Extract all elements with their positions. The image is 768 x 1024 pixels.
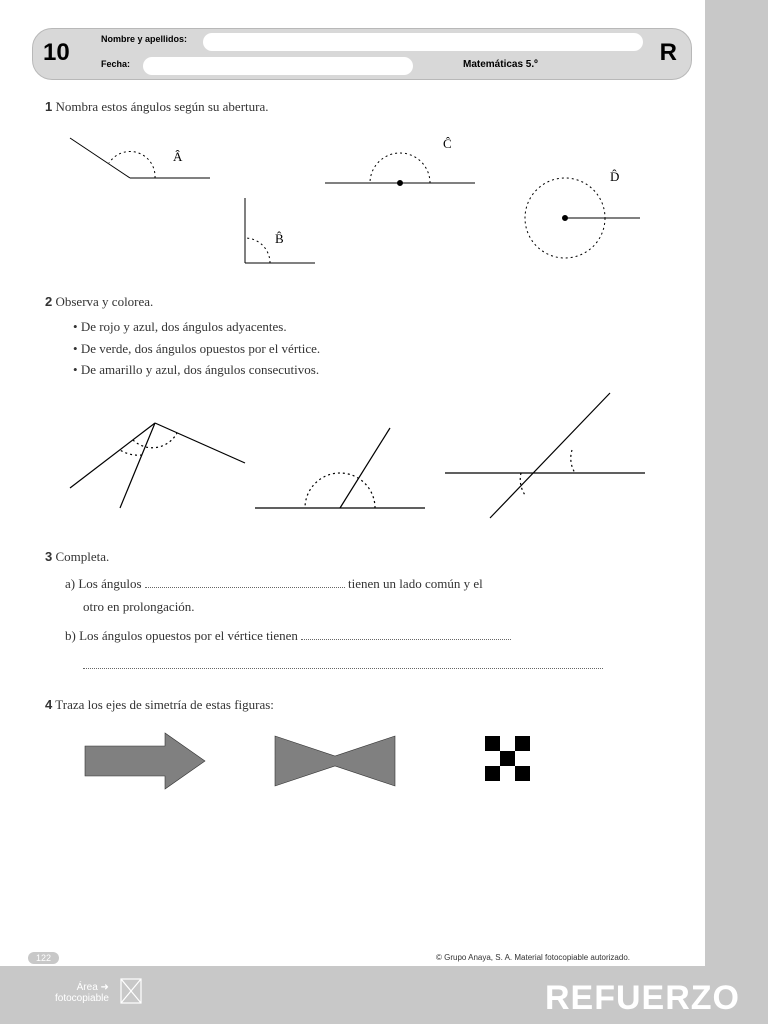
q1-num: 1 [45, 99, 52, 114]
fecha-field[interactable] [143, 57, 413, 75]
q3a-blank[interactable] [145, 576, 345, 588]
angle-d-label: D̂ [610, 169, 619, 184]
nombre-field[interactable] [203, 33, 643, 51]
q3-num: 3 [45, 549, 52, 564]
q4-num: 4 [45, 697, 52, 712]
copyright-text: © Grupo Anaya, S. A. Material fotocopiab… [436, 953, 630, 962]
content-area: 1 Nombra estos ángulos según su abertura… [45, 98, 680, 801]
q4-prompt: Traza los ejes de simetría de estas figu… [55, 697, 274, 712]
q2-diagram [45, 383, 665, 533]
q1-prompt: Nombra estos ángulos según su abertura. [55, 99, 268, 114]
q3a-line2: otro en prolongación. [83, 598, 680, 617]
q1-text: 1 Nombra estos ángulos según su abertura… [45, 98, 680, 117]
fecha-label: Fecha: [101, 59, 130, 69]
angle-a-label: Â [173, 149, 183, 164]
q2-bullet1: • De rojo y azul, dos ángulos adyacentes… [73, 318, 680, 337]
angle-b-label: B̂ [275, 231, 284, 246]
q3-text: 3 Completa. [45, 548, 680, 567]
checker-shape [485, 736, 530, 781]
q1-diagram: Â B̂ Ĉ D̂ [45, 123, 665, 283]
q3b: b) Los ángulos opuestos por el vértice t… [65, 627, 680, 646]
q3-prompt: Completa. [55, 549, 109, 564]
q2-text: 2 Observa y colorea. [45, 293, 680, 312]
worksheet-page: 10 R Nombre y apellidos: Fecha: Matemáti… [0, 0, 705, 1024]
q2-prompt: Observa y colorea. [55, 294, 153, 309]
lesson-number: 10 [43, 39, 70, 67]
photocopy-icon [120, 978, 142, 1004]
badge-r: R [660, 39, 677, 67]
subject-label: Matemáticas 5.º [463, 59, 538, 70]
arrow-shape [85, 733, 205, 789]
q4-figures [45, 721, 665, 801]
angle-c-label: Ĉ [443, 136, 452, 151]
q2-bullet3: • De amarillo y azul, dos ángulos consec… [73, 361, 680, 380]
q2-bullet2: • De verde, dos ángulos opuestos por el … [73, 340, 680, 359]
q3b-blank1[interactable] [301, 628, 511, 640]
q3b-line2[interactable] [83, 656, 680, 675]
nombre-label: Nombre y apellidos: [101, 34, 187, 44]
side-strip [705, 0, 768, 1024]
q4-text: 4 Traza los ejes de simetría de estas fi… [45, 696, 680, 715]
header-box: 10 R Nombre y apellidos: Fecha: Matemáti… [32, 28, 692, 80]
q3a: a) Los ángulos tienen un lado común y el [65, 575, 680, 594]
bowtie-shape [275, 736, 395, 786]
footer-bar: Área ➜ fotocopiable REFUERZO [0, 966, 768, 1024]
area-label: Área ➜ fotocopiable [55, 982, 109, 1004]
page-number: 122 [28, 952, 59, 964]
footer-title: REFUERZO [545, 979, 740, 1018]
q2-num: 2 [45, 294, 52, 309]
